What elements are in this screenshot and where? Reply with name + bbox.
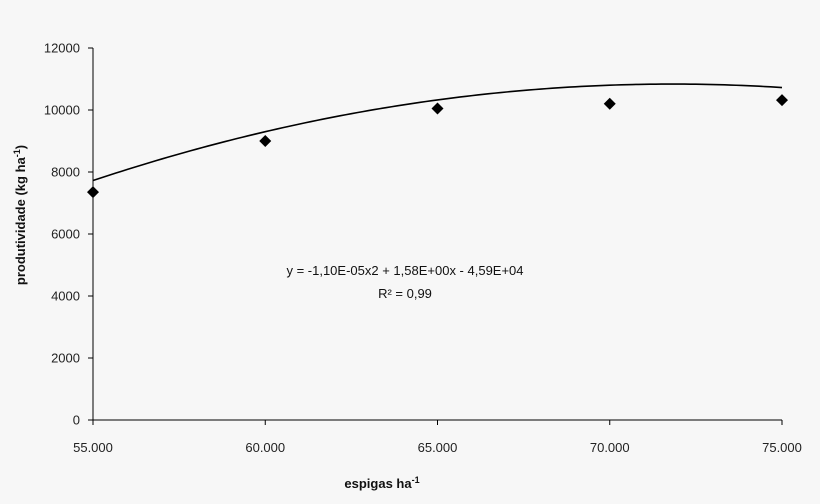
y-axis-title-text: produtividade (kg ha [13,156,28,285]
y-axis-ticks: 0 2000 4000 6000 8000 10000 12000 [44,41,93,428]
x-axis-title: espigas ha-1 [344,475,419,491]
r-squared-label: R² = 0,99 [378,286,432,301]
x-tick-label: 75.000 [762,440,802,455]
trendline-equation: y = -1,10E-05x2 + 1,58E+00x - 4,59E+04 [286,263,523,278]
y-tick-label: 6000 [51,227,80,242]
y-tick-label: 0 [73,413,80,428]
y-tick-label: 4000 [51,289,80,304]
data-point-diamond [259,135,272,147]
y-tick-label: 12000 [44,41,80,56]
data-point-diamond [776,94,788,107]
data-point-diamond [431,102,444,115]
y-axis-title-sup: -1 [12,149,22,157]
data-point-diamond [87,186,99,199]
y-tick-label: 2000 [51,351,80,366]
x-axis-title-sup: -1 [412,475,420,485]
x-tick-label: 70.000 [590,440,630,455]
data-points [87,94,788,199]
x-tick-label: 55.000 [73,440,113,455]
x-tick-label: 65.000 [418,440,458,455]
y-axis-title: produtividade (kg ha-1) [12,145,28,285]
x-axis-title-text: espigas ha [344,476,412,491]
y-tick-label: 10000 [44,103,80,118]
data-point-diamond [603,97,616,110]
trendline [92,83,783,182]
y-tick-label: 8000 [51,165,80,180]
y-axis-title-end: ) [13,145,28,149]
x-tick-label: 60.000 [245,440,285,455]
x-axis-ticks: 55.000 60.000 65.000 70.000 75.000 [73,420,802,455]
